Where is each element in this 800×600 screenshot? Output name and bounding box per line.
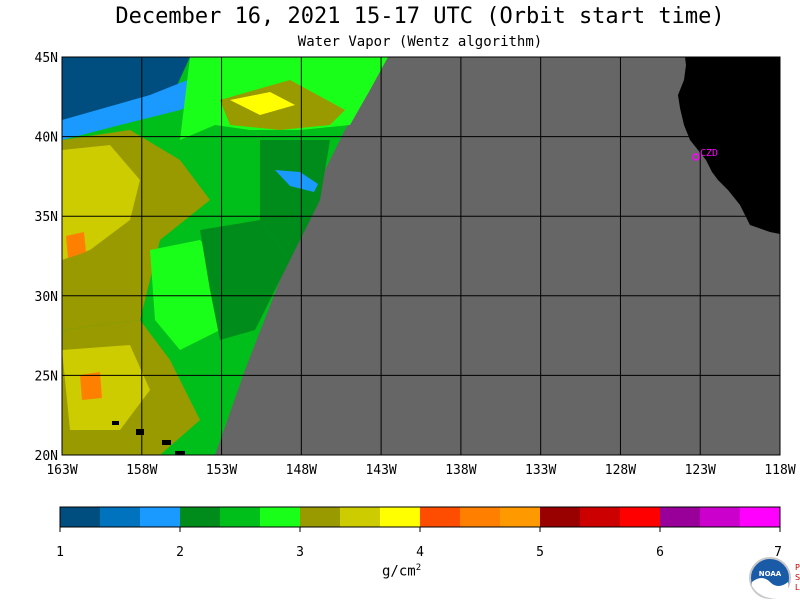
logo-letter: S [795,573,800,582]
latitude-labels: 45N 40N 35N 30N 25N 20N [35,51,58,464]
lon-label: 123W [685,463,716,478]
map-title: December 16, 2021 15-17 UTC (Orbit start… [115,4,725,29]
colorbar-tick-label: 6 [656,545,664,560]
colorbar-swatch [180,507,221,527]
station-label: CZD [700,148,718,159]
colorbar-swatch [420,507,461,527]
noaa-logo: NOAA P S L [749,557,800,599]
data-swath [62,57,388,455]
map-subtitle: Water Vapor (Wentz algorithm) [297,34,543,50]
colorbar [59,506,781,532]
lon-label: 118W [764,463,795,478]
colorbar-swatch [620,507,661,527]
map-field: CZD [62,57,780,455]
lon-label: 153W [206,463,237,478]
colorbar-tick-label: 7 [774,545,782,560]
colorbar-swatch [540,507,581,527]
units-base: g/cm [382,563,416,580]
units-label: g/cm2 [382,563,421,580]
colorbar-tick-label: 4 [416,545,424,560]
logo-text: NOAA [759,570,782,578]
colorbar-tick-label: 3 [296,545,304,560]
lat-label: 25N [35,369,58,384]
colorbar-swatch [580,507,621,527]
lon-label: 133W [525,463,556,478]
map-frame [61,56,781,456]
longitude-labels: 163W 158W 153W 148W 143W 138W 133W 128W 123W 118W [46,463,795,478]
colorbar-tick-label: 5 [536,545,544,560]
lon-label: 138W [445,463,476,478]
colorbar-swatch [260,507,301,527]
colorbar-swatch [380,507,421,527]
land-mass [678,57,780,234]
station-icon [692,153,700,161]
colorbar-swatch [460,507,501,527]
colorbar-swatch [300,507,341,527]
colorbar-swatch [140,507,181,527]
lat-label: 35N [35,210,58,225]
lat-label: 20N [35,449,58,464]
lat-label: 30N [35,290,58,305]
colorbar-swatch [60,507,101,527]
lon-label: 128W [605,463,636,478]
station-marker: CZD [692,148,718,161]
lon-label: 163W [46,463,77,478]
colorbar-swatch [700,507,741,527]
lat-label: 40N [35,131,58,146]
colorbar-swatch [740,507,781,527]
lon-label: 143W [365,463,396,478]
logo-letter: P [795,563,800,572]
lon-label: 158W [126,463,157,478]
colorbar-swatch [500,507,541,527]
logo-letter: L [795,583,800,592]
graticule [62,57,780,455]
colorbar-swatch [660,507,701,527]
colorbar-swatch [340,507,381,527]
units-exponent: 2 [415,563,422,573]
lon-label: 148W [286,463,317,478]
colorbar-tick-label: 2 [176,545,184,560]
colorbar-tick-labels: 1 2 3 4 5 6 7 [56,545,782,560]
colorbar-tick-label: 1 [56,545,64,560]
hawaii-islands [112,421,185,455]
colorbar-swatch [220,507,261,527]
colorbar-swatch [100,507,141,527]
lat-label: 45N [35,51,58,66]
